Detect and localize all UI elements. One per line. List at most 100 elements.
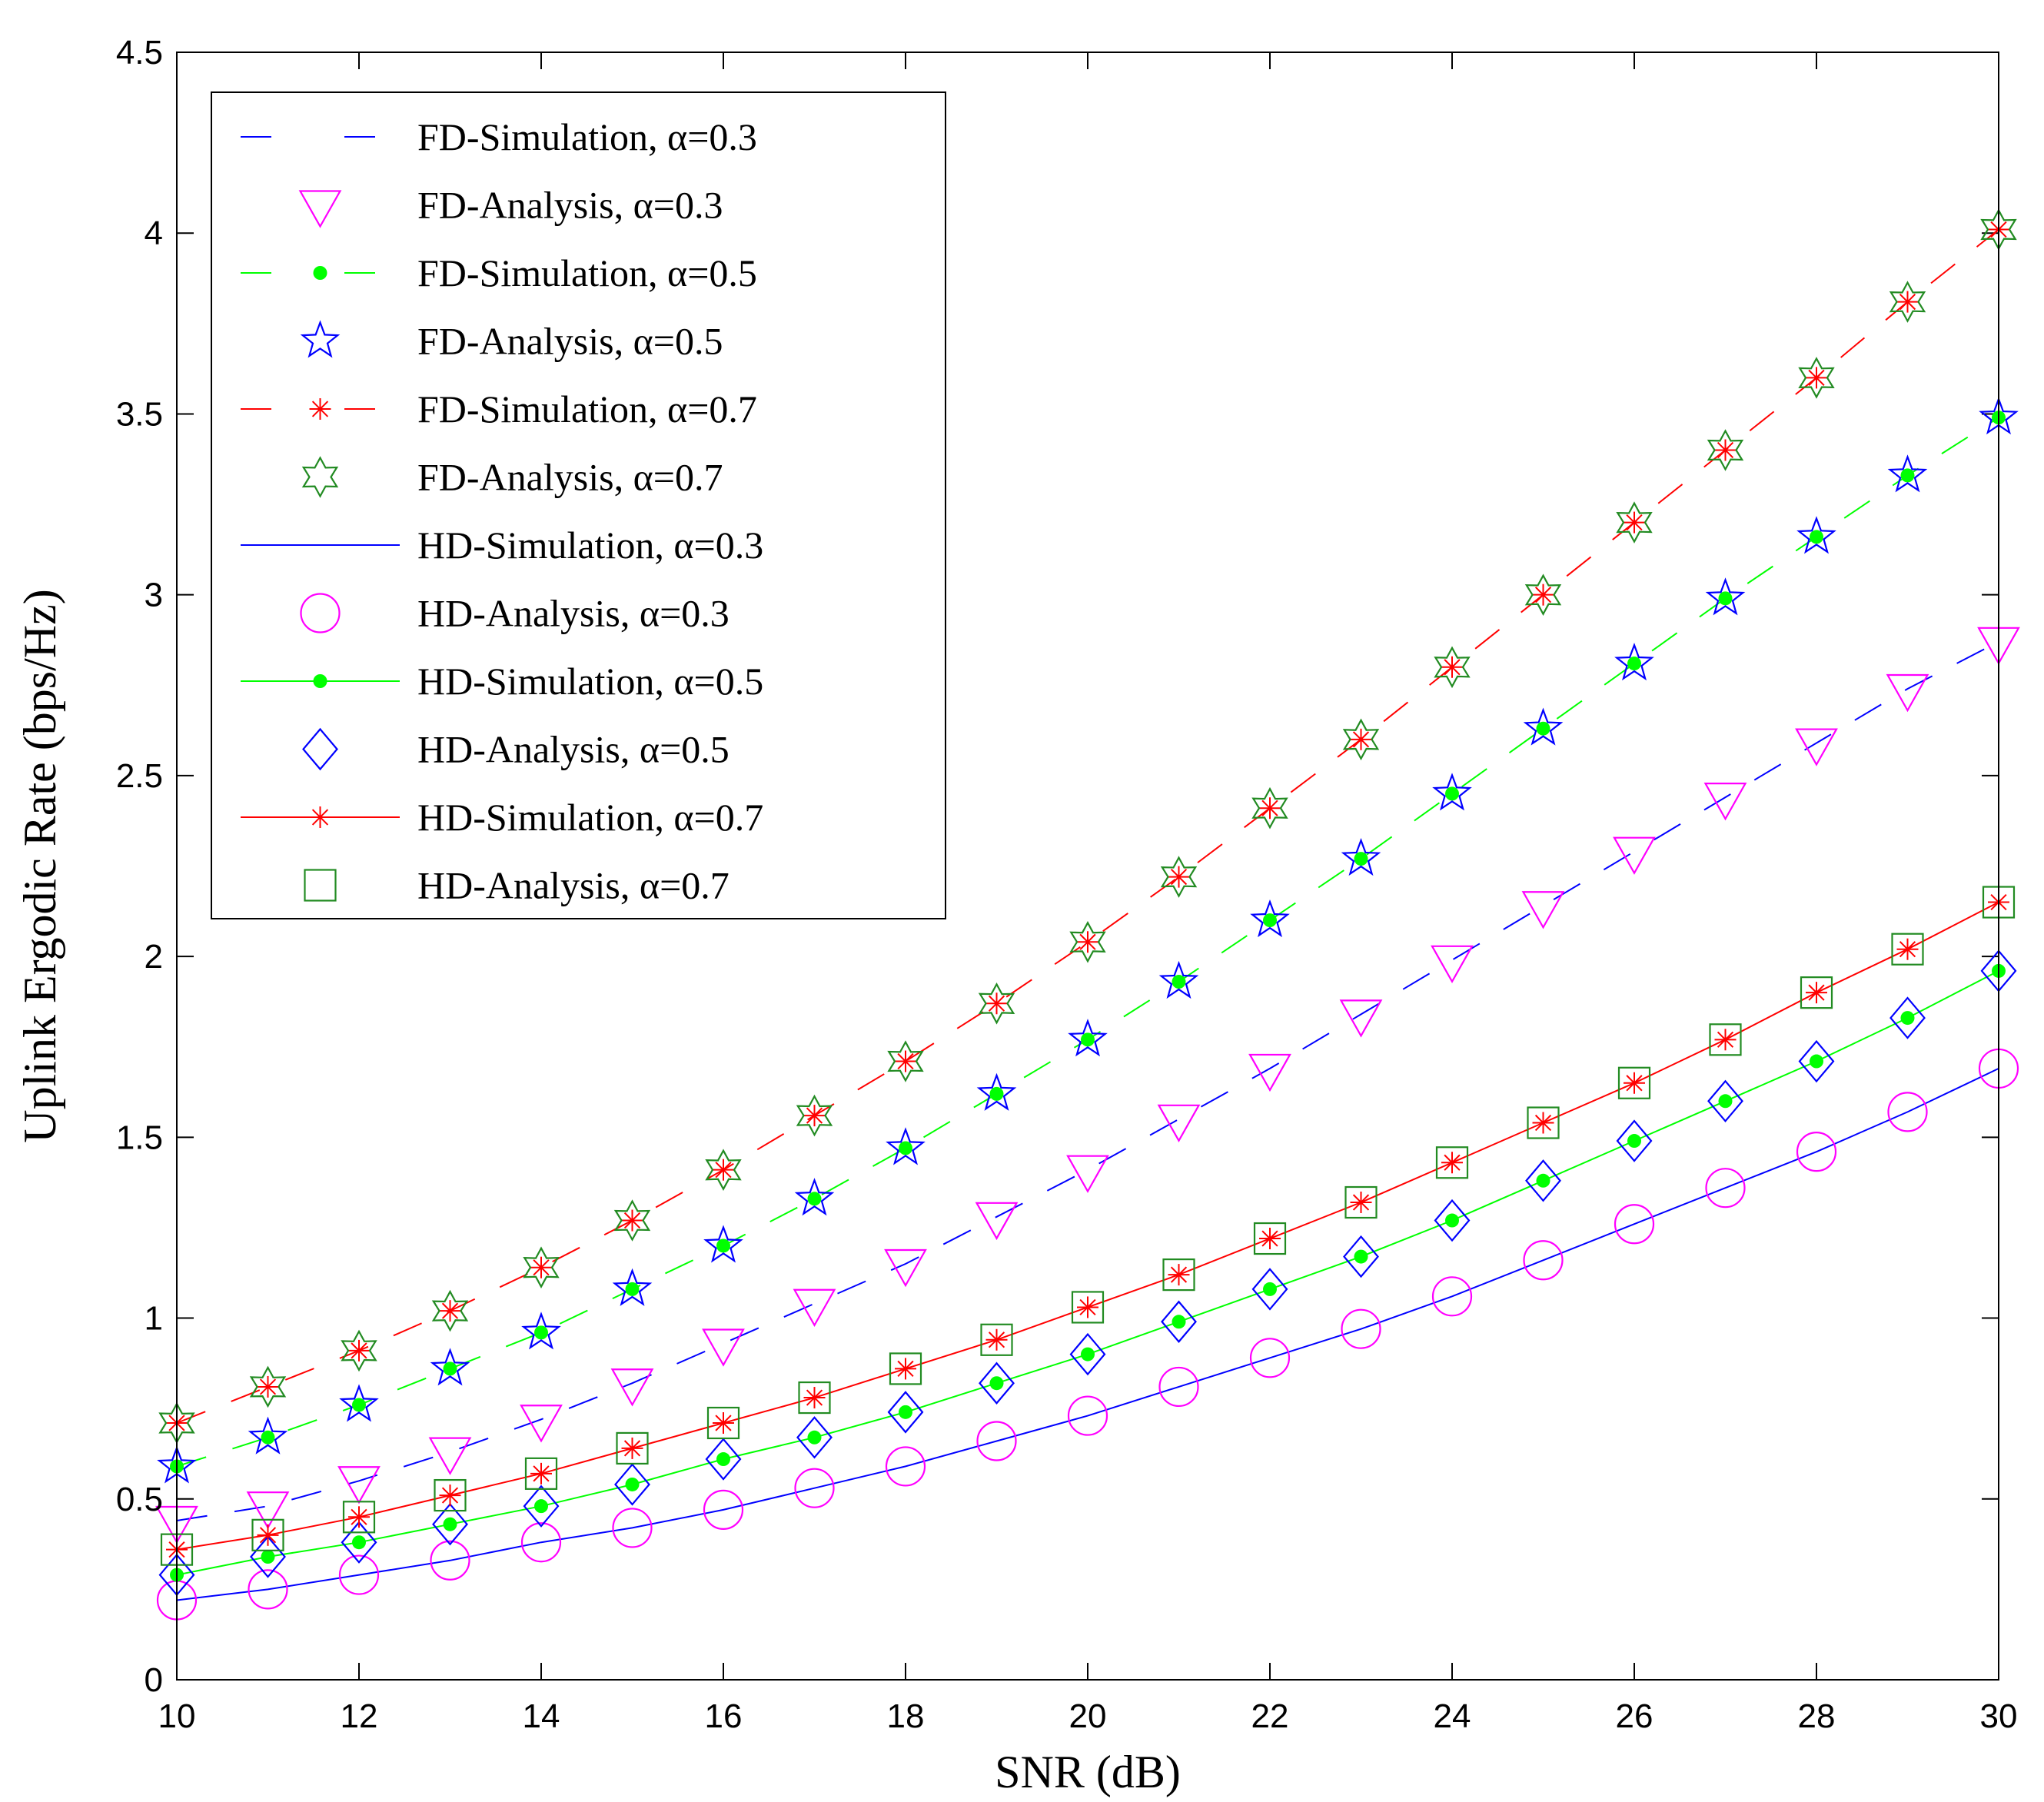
- data-point: [1614, 1204, 1655, 1245]
- data-point: [443, 1361, 457, 1376]
- data-point: [612, 1268, 653, 1306]
- data-point: [534, 1499, 548, 1514]
- data-point: [803, 1387, 826, 1409]
- data-point: [251, 1518, 284, 1551]
- series-1: [155, 627, 2020, 1544]
- data-point: [1798, 1039, 1835, 1083]
- y-axis-label: Uplink Ergodic Rate (bps/Hz): [15, 589, 65, 1142]
- data-point: [1250, 899, 1290, 938]
- data-point: [524, 1457, 558, 1490]
- data-point: [430, 1348, 470, 1386]
- data-point: [884, 1248, 927, 1288]
- data-point: [257, 1375, 279, 1398]
- data-point: [342, 1501, 376, 1534]
- legend-entry: HD-Simulation, α=0.5: [241, 660, 763, 703]
- data-point: [1441, 1152, 1463, 1174]
- data-point: [1341, 1308, 1381, 1349]
- data-point: [1806, 982, 1827, 1004]
- data-point: [1624, 1072, 1645, 1094]
- series-11: [160, 886, 2016, 1566]
- data-point: [341, 1521, 377, 1564]
- legend-box: [211, 91, 946, 919]
- legend-marker-sample: [302, 727, 338, 771]
- legend-label: FD-Simulation, α=0.7: [417, 387, 757, 431]
- x-tick-label: 18: [887, 1697, 925, 1735]
- data-point: [625, 1477, 640, 1491]
- data-point: [248, 1569, 288, 1610]
- data-point: [1889, 996, 1926, 1039]
- y-tick-labels: 0 0.5 1 1.5 2 2.5 3 3.5 4 4.5: [116, 34, 163, 1699]
- data-point: [1263, 1282, 1277, 1296]
- data-point: [1342, 718, 1380, 761]
- data-point: [248, 1416, 288, 1455]
- legend-label: FD-Simulation, α=0.5: [417, 251, 757, 294]
- x-tick-labels: 10 12 14 16 18 20 22 24 26 28 30: [158, 1697, 2018, 1735]
- data-point: [1248, 1053, 1291, 1092]
- legend-label: HD-Analysis, α=0.7: [417, 864, 730, 907]
- y-tick-label: 1: [145, 1300, 163, 1338]
- data-point: [523, 1484, 560, 1528]
- legend-entry: FD-Simulation, α=0.7: [241, 387, 757, 431]
- data-point: [428, 1437, 472, 1475]
- data-point: [337, 1466, 381, 1504]
- data-point: [807, 1430, 822, 1445]
- data-point: [1259, 797, 1281, 820]
- data-point: [1263, 913, 1277, 928]
- data-point: [612, 1508, 653, 1548]
- data-point: [1445, 1213, 1459, 1228]
- data-point: [1251, 786, 1288, 830]
- data-point: [899, 1405, 912, 1419]
- plot-frame: [176, 52, 1999, 1681]
- data-point: [430, 1540, 470, 1581]
- x-tick-label: 20: [1069, 1697, 1107, 1735]
- data-point: [1889, 281, 1926, 323]
- legend-label: HD-Analysis, α=0.3: [417, 592, 730, 635]
- data-point: [1613, 836, 1656, 875]
- legend-marker-sample: [301, 456, 339, 498]
- data-point: [1523, 707, 1564, 746]
- data-point: [1705, 577, 1746, 616]
- legend-marker-sample: [309, 398, 331, 420]
- data-point: [338, 1554, 380, 1595]
- data-point: [887, 1040, 924, 1082]
- data-point: [1162, 1258, 1195, 1292]
- data-point: [1624, 511, 1645, 534]
- data-point: [261, 1550, 275, 1564]
- data-point: [1350, 1192, 1372, 1214]
- data-point: [985, 1328, 1008, 1351]
- legend: FD-Simulation, α=0.3 FD-Analysis, α=0.3 FD…: [211, 91, 946, 919]
- data-point: [895, 1358, 916, 1380]
- data-point: [1344, 1185, 1378, 1219]
- data-point: [1627, 657, 1641, 671]
- data-point: [246, 1491, 290, 1530]
- data-point: [348, 1339, 370, 1361]
- data-point: [803, 1105, 826, 1127]
- data-point: [975, 1202, 1019, 1241]
- data-point: [705, 1438, 742, 1481]
- data-point: [1806, 367, 1827, 389]
- data-point: [989, 1376, 1004, 1391]
- x-tick-label: 30: [1980, 1697, 2018, 1735]
- data-point: [1886, 673, 1929, 713]
- data-point: [1527, 1106, 1560, 1139]
- data-point: [794, 1178, 835, 1216]
- legend-label: HD-Simulation, α=0.3: [417, 524, 763, 567]
- data-point: [1536, 721, 1550, 736]
- data-point: [1343, 1235, 1379, 1278]
- data-point: [1066, 1155, 1109, 1193]
- data-point: [1441, 656, 1463, 678]
- data-point: [1896, 291, 1919, 313]
- data-point: [1614, 642, 1654, 681]
- data-point: [614, 1463, 650, 1506]
- data-point: [1796, 516, 1836, 554]
- data-point: [1168, 866, 1190, 888]
- data-point: [1523, 1240, 1564, 1281]
- legend-label: FD-Analysis, α=0.7: [417, 456, 723, 499]
- data-point: [980, 1323, 1013, 1356]
- data-point: [793, 1288, 836, 1327]
- data-point: [352, 1398, 366, 1412]
- data-point: [1718, 1094, 1733, 1109]
- data-point: [1172, 975, 1186, 989]
- data-point: [257, 1524, 279, 1546]
